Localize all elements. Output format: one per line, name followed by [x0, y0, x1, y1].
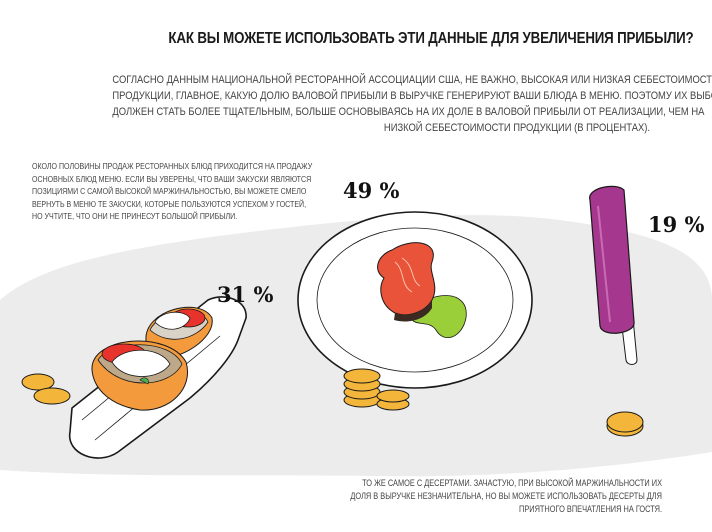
intro-paragraph: СОГЛАСНО ДАННЫМ НАЦИОНАЛЬНОЙ РЕСТОРАННОЙ…	[112, 72, 712, 136]
intro-line: ПРОДУКЦИИ, ГЛАВНОЕ, КАКУЮ ДОЛЮ ВАЛОВОЙ П…	[112, 90, 712, 102]
mains-percentage: 49 %	[343, 178, 400, 203]
desserts-note-line: ТО ЖЕ САМОЕ С ДЕСЕРТАМИ. ЗАЧАСТУЮ, ПРИ В…	[362, 478, 662, 488]
coin-stack-icon	[343, 368, 410, 411]
snacks-note-line: ОКОЛО ПОЛОВИНЫ ПРОДАЖ РЕСТОРАННЫХ БЛЮД П…	[32, 161, 313, 171]
intro-line: СОГЛАСНО ДАННЫМ НАЦИОНАЛЬНОЙ РЕСТОРАННОЙ…	[112, 74, 712, 86]
page-title: КАК ВЫ МОЖЕТЕ ИСПОЛЬЗОВАТЬ ЭТИ ДАННЫЕ ДЛ…	[168, 30, 694, 47]
coin-right-icon	[606, 411, 644, 437]
desserts-percentage: 19 %	[648, 212, 705, 237]
snacks-note-line: ВЕРНУТЬ В МЕНЮ ТЕ ЗАКУСКИ, КОТОРЫЕ ПОЛЬЗ…	[32, 198, 307, 209]
desserts-note-line: ДОЛЯ В ВЫРУЧКЕ НЕЗНАЧИТЕЛЬНА, НО ВЫ МОЖЕ…	[350, 491, 662, 501]
snacks-note-line: НО УЧТИТЕ, ЧТО ОНИ НЕ ПРИНЕСУТ БОЛЬШОЙ П…	[32, 211, 238, 221]
intro-line: НИЗКОЙ СЕБЕСТОИМОСТИ ПРОДУКЦИИ (В ПРОЦЕН…	[383, 122, 650, 134]
snacks-note-line: ОСНОВНЫХ БЛЮД МЕНЮ. ЕСЛИ ВЫ УВЕРЕНЫ, ЧТО…	[32, 173, 312, 184]
desserts-note: ТО ЖЕ САМОЕ С ДЕСЕРТАМИ. ЗАЧАСТУЮ, ПРИ В…	[326, 477, 662, 516]
intro-line: ДОЛЖЕН СТАТЬ БОЛЕЕ ТЩАТЕЛЬНЫМ, БОЛЬШЕ ОС…	[112, 106, 705, 118]
snack-tray-illustration	[69, 296, 247, 459]
snacks-percentage: 31 %	[217, 282, 274, 307]
coins-left-icon	[21, 373, 71, 405]
snacks-note: ОКОЛО ПОЛОВИНЫ ПРОДАЖ РЕСТОРАННЫХ БЛЮД П…	[32, 160, 344, 223]
popsicle-illustration	[589, 185, 638, 365]
desserts-note-line: ПРИЯТНОГО ВПЕЧАТЛЕНИЯ НА ГОСТЯ.	[519, 504, 662, 514]
salmon-plate-illustration	[297, 211, 533, 389]
snacks-note-line: ПОЗИЦИЯМИ С САМОЙ ВЫСОКОЙ МАРЖИНАЛЬНОСТЬ…	[32, 186, 307, 196]
